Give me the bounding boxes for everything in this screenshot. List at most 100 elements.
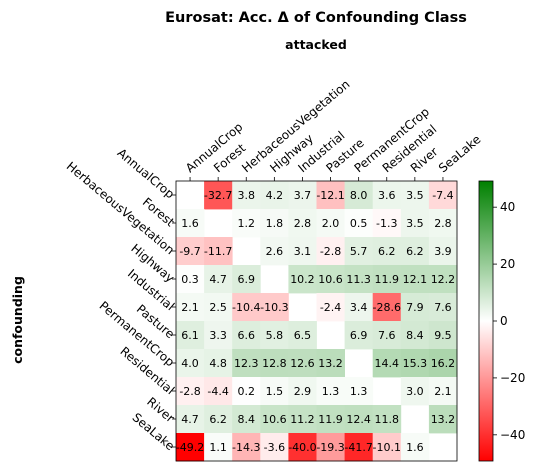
heatmap-cell-labels: -32.7 3.8 4.2 3.7 -12.1 8.0 3.6 3.5 -7.4 1.6 1.2 1.… — [176, 189, 455, 454]
heatmap-cell — [260, 433, 289, 462]
cell-value-label: 3.5 — [406, 217, 424, 230]
y-axis-label: confounding — [10, 276, 25, 364]
cell-value-label: 12.6 — [290, 357, 315, 370]
heatmap-cell — [372, 209, 402, 238]
cell-value-label: -2.4 — [320, 301, 341, 314]
heatmap-cell — [288, 433, 317, 462]
cell-value-label: 10.6 — [318, 273, 343, 286]
heatmap-cell — [400, 321, 430, 350]
cell-value-label: 12.2 — [431, 273, 456, 286]
heatmap-cell — [204, 265, 233, 294]
heatmap-cell — [372, 293, 402, 322]
cell-value-label: 12.8 — [262, 357, 287, 370]
cell-value-label: -7.4 — [432, 189, 453, 202]
cell-value-label: 2.0 — [322, 217, 340, 230]
cell-value-label: 0.3 — [181, 273, 199, 286]
heatmap-cell — [288, 181, 317, 210]
x-tick-label: SeaLake — [436, 132, 484, 175]
heatmap-cell — [176, 293, 205, 322]
cell-value-label: 2.1 — [181, 301, 199, 314]
cell-value-label: 4.7 — [181, 413, 199, 426]
heatmap-cell — [232, 433, 261, 462]
heatmap-cell — [316, 349, 345, 378]
heatmap-cell — [372, 321, 402, 350]
cell-value-label: 12.4 — [346, 413, 371, 426]
cell-value-label: -4.4 — [207, 385, 228, 398]
cell-value-label: 11.9 — [375, 273, 400, 286]
cell-value-label: 3.0 — [406, 385, 424, 398]
heatmap-cell — [372, 181, 402, 210]
cell-value-label: 2.6 — [266, 245, 284, 258]
heatmap-cell — [344, 321, 374, 350]
cell-value-label: 7.9 — [406, 301, 424, 314]
heatmap-frame — [175, 180, 458, 462]
cell-value-label: -2.8 — [320, 245, 341, 258]
heatmap-cell — [316, 377, 345, 406]
heatmap-cell — [400, 349, 430, 378]
heatmap-cell — [232, 349, 261, 378]
heatmap-cell — [176, 265, 205, 294]
heatmap-cell — [260, 405, 289, 434]
cell-value-label: 5.7 — [350, 245, 368, 258]
y-tick-label: AnnualCrop — [115, 146, 177, 202]
heatmap-cell — [400, 265, 430, 294]
heatmap-cell — [428, 377, 458, 406]
heatmap-cell — [428, 209, 458, 238]
cell-value-label: 7.6 — [378, 329, 396, 342]
heatmap-cell — [260, 209, 289, 238]
cell-value-label: -32.7 — [204, 189, 232, 202]
cell-value-label: 5.8 — [266, 329, 284, 342]
cell-value-label: 8.0 — [350, 189, 368, 202]
heatmap-cell — [176, 433, 205, 462]
cell-value-label: 7.6 — [434, 301, 452, 314]
heatmap-cell — [232, 321, 261, 350]
cell-value-label: 1.1 — [209, 441, 227, 454]
heatmap-cell — [288, 209, 317, 238]
heatmap-cell — [344, 293, 374, 322]
heatmap-cell — [400, 377, 430, 406]
cell-value-label: -19.3 — [316, 441, 344, 454]
cell-value-label: 15.3 — [403, 357, 428, 370]
heatmap-cell — [176, 209, 205, 238]
colorbar-tick-label: 0 — [500, 314, 508, 328]
heatmap-cell — [344, 265, 374, 294]
cell-value-label: -10.1 — [373, 441, 401, 454]
cell-value-label: 3.4 — [350, 301, 368, 314]
cell-value-label: 2.8 — [434, 217, 452, 230]
cell-value-label: 11.2 — [290, 413, 315, 426]
cell-value-label: 10.6 — [262, 413, 287, 426]
heatmap-cell — [428, 405, 458, 434]
cell-value-label: -12.1 — [316, 189, 344, 202]
heatmap-cell — [204, 349, 233, 378]
cell-value-label: 0.5 — [350, 217, 368, 230]
colorbar-tick-label: 40 — [500, 200, 515, 214]
cell-value-label: 6.1 — [181, 329, 199, 342]
heatmap-cell — [344, 209, 374, 238]
colorbar-gradient — [478, 180, 494, 462]
heatmap-cell — [232, 293, 261, 322]
heatmap-cell — [176, 237, 205, 266]
heatmap-cell — [316, 237, 345, 266]
cell-value-label: 2.8 — [294, 217, 312, 230]
heatmap-cell — [204, 181, 233, 210]
heatmap-cells — [176, 181, 458, 462]
heatmap-cell — [316, 405, 345, 434]
colorbar-ticks: −40 −20 0 20 40 — [493, 200, 525, 442]
cell-value-label: 3.1 — [294, 245, 312, 258]
cell-value-label: 8.4 — [238, 413, 256, 426]
cell-value-label: -10.4 — [232, 301, 260, 314]
cell-value-label: 6.2 — [378, 245, 396, 258]
heatmap-cell — [204, 237, 233, 266]
colorbar: −40 −20 0 20 40 — [478, 180, 525, 462]
chart-title: Eurosat: Acc. Δ of Confounding Class — [165, 10, 467, 26]
heatmap-cell — [372, 265, 402, 294]
heatmap-cell — [372, 433, 402, 462]
cell-value-label: -9.7 — [179, 245, 200, 258]
heatmap-cell — [428, 321, 458, 350]
heatmap-cell — [316, 433, 345, 462]
cell-value-label: 1.6 — [406, 441, 424, 454]
cell-value-label: 6.9 — [350, 329, 368, 342]
cell-value-label: 11.9 — [318, 413, 343, 426]
heatmap-cell — [176, 349, 205, 378]
